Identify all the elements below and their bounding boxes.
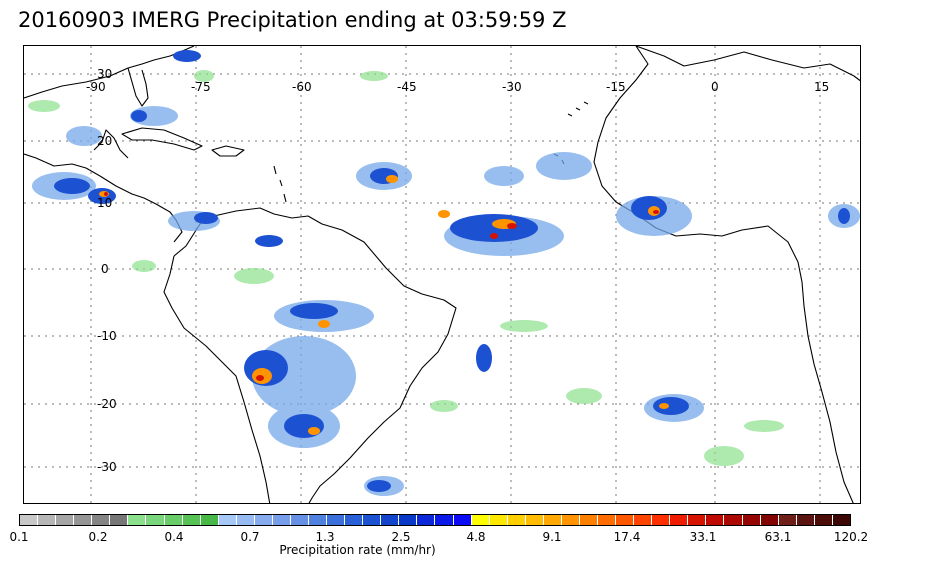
lon-label: -45 xyxy=(397,80,417,94)
coastlines xyxy=(24,46,860,503)
precipitation-map xyxy=(23,45,861,504)
precipitation-cells xyxy=(28,50,860,496)
colorbar-tick: 0.7 xyxy=(240,530,260,544)
colorbar-swatch xyxy=(706,515,725,525)
colorbar-tick: 120.2 xyxy=(833,530,869,544)
lon-label: -75 xyxy=(191,80,211,94)
colorbar-swatch xyxy=(435,515,454,525)
colorbar-tick: 2.5 xyxy=(391,530,411,544)
colorbar-swatch xyxy=(760,515,779,525)
colorbar-swatch xyxy=(218,515,237,525)
colorbar-swatch xyxy=(598,515,617,525)
lat-label: -10 xyxy=(97,329,117,343)
colorbar-swatch xyxy=(254,515,273,525)
colorbar-swatch xyxy=(724,515,743,525)
colorbar-swatch xyxy=(200,515,219,525)
colorbar-swatch xyxy=(417,515,436,525)
north-america-coast xyxy=(24,46,195,107)
colorbar-tick: 33.1 xyxy=(689,530,717,544)
lat-label: -30 xyxy=(97,460,117,474)
colorbar-swatch xyxy=(489,515,508,525)
colorbar-swatch xyxy=(38,515,57,525)
colorbar-swatch xyxy=(652,515,671,525)
colorbar-swatch xyxy=(381,515,400,525)
lon-label: 15 xyxy=(814,80,830,94)
colorbar-swatch xyxy=(182,515,201,525)
canary-islands xyxy=(567,101,589,117)
colorbar-tick: 0.1 xyxy=(9,530,29,544)
colorbar-swatch xyxy=(832,515,850,525)
map-graphic xyxy=(24,46,860,503)
colorbar-tick: 0.4 xyxy=(164,530,184,544)
lon-label: -90 xyxy=(86,80,106,94)
lon-label: -30 xyxy=(502,80,522,94)
colorbar-title: Precipitation rate (mm/hr) xyxy=(279,543,436,557)
south-america-coast xyxy=(163,207,457,503)
colorbar-tick: 9.1 xyxy=(542,530,562,544)
colorbar-swatch xyxy=(688,515,707,525)
cuba-coast xyxy=(121,127,203,151)
hispaniola-coast xyxy=(211,145,245,157)
colorbar-swatch xyxy=(309,515,328,525)
colorbar-swatch xyxy=(345,515,364,525)
lon-label: -15 xyxy=(606,80,626,94)
colorbar-swatch xyxy=(327,515,346,525)
colorbar-swatch xyxy=(164,515,183,525)
colorbar-swatch xyxy=(399,515,418,525)
lat-label: 20 xyxy=(97,134,113,148)
colorbar-swatch xyxy=(634,515,653,525)
colorbar-swatch xyxy=(290,515,309,525)
lat-label: 0 xyxy=(101,262,109,276)
colorbar-swatch xyxy=(146,515,165,525)
colorbar-tick: 4.8 xyxy=(466,530,486,544)
colorbar-swatch xyxy=(814,515,833,525)
page-title: 20160903 IMERG Precipitation ending at 0… xyxy=(18,8,567,32)
colorbar-swatch xyxy=(128,515,147,525)
colorbar-swatch xyxy=(543,515,562,525)
africa-coast xyxy=(593,46,854,503)
colorbar xyxy=(19,514,851,526)
colorbar-tick: 1.3 xyxy=(315,530,335,544)
colorbar-swatch xyxy=(272,515,291,525)
colorbar-swatch xyxy=(236,515,255,525)
colorbar-swatch xyxy=(561,515,580,525)
colorbar-swatch xyxy=(20,515,39,525)
colorbar-swatch xyxy=(670,515,689,525)
colorbar-swatch xyxy=(507,515,526,525)
colorbar-tick: 17.4 xyxy=(613,530,641,544)
colorbar-tick: 63.1 xyxy=(764,530,792,544)
lesser-antilles xyxy=(273,165,287,203)
colorbar-swatch xyxy=(363,515,382,525)
colorbar-swatch xyxy=(453,515,472,525)
lat-label: 30 xyxy=(97,67,113,81)
colorbar-swatch xyxy=(796,515,815,525)
colorbar-swatch xyxy=(525,515,544,525)
lon-label: -60 xyxy=(292,80,312,94)
colorbar-swatch xyxy=(471,515,490,525)
lon-label: 0 xyxy=(711,80,719,94)
lat-label: 10 xyxy=(97,196,113,210)
africa-north-coast xyxy=(635,46,860,82)
colorbar-tick: 0.2 xyxy=(88,530,108,544)
colorbar-swatch xyxy=(742,515,761,525)
colorbar-swatch xyxy=(778,515,797,525)
colorbar-swatch xyxy=(110,515,129,525)
colorbar-swatch xyxy=(56,515,75,525)
colorbar-swatch xyxy=(579,515,598,525)
colorbar-swatch xyxy=(616,515,635,525)
colorbar-swatch xyxy=(74,515,93,525)
colorbar-swatch xyxy=(92,515,111,525)
lat-label: -20 xyxy=(97,397,117,411)
